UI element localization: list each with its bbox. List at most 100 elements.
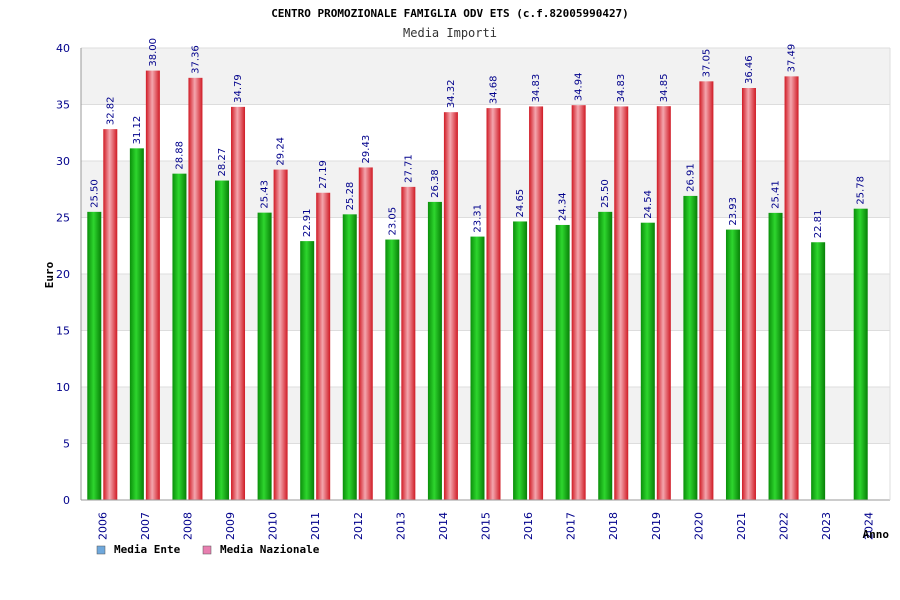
bars (87, 70, 868, 501)
x-tick-label: 2011 (309, 512, 322, 540)
y-tick-label: 35 (56, 99, 70, 112)
x-axis-label: Anno (863, 528, 890, 541)
value-label: 26.91 (685, 163, 696, 192)
chart-title: CENTRO PROMOZIONALE FAMIGLIA ODV ETS (c.… (271, 7, 629, 20)
x-tick-label: 2007 (139, 512, 152, 540)
value-label: 37.49 (787, 44, 798, 73)
x-axis-ticks: 2006 2007 2008 2009 2010 2011 2012 2013 2014 2015… (96, 512, 875, 540)
value-label: 34.94 (574, 73, 585, 102)
y-tick-label: 40 (56, 42, 70, 55)
bar-media-nazionale-2018 (614, 106, 629, 501)
value-label: 24.65 (515, 189, 526, 218)
bar-media-nazionale-2017 (571, 105, 586, 500)
value-label: 28.27 (217, 148, 228, 177)
value-label: 22.81 (813, 210, 824, 239)
legend: Media Ente Media Nazionale (96, 543, 320, 556)
legend-label: Media Nazionale (220, 543, 320, 556)
x-tick-label: 2021 (735, 512, 748, 540)
value-label: 34.85 (659, 74, 670, 103)
bar-media-ente-2015 (470, 236, 485, 501)
value-label: 31.12 (132, 116, 143, 145)
chart-subtitle: Media Importi (403, 26, 497, 40)
y-tick-label: 30 (56, 155, 70, 168)
x-tick-label: 2022 (778, 512, 791, 540)
value-labels: 25.50 32.82 31.12 38.00 28.88 37.36 28.27 34.79… (89, 38, 866, 238)
value-label: 25.28 (345, 182, 356, 211)
bar-media-nazionale-2016 (529, 106, 544, 501)
bar-media-ente-2010 (257, 212, 272, 501)
value-label: 34.32 (446, 80, 457, 109)
bar-media-ente-2016 (513, 221, 528, 500)
bar-media-nazionale-2007 (145, 70, 160, 500)
x-tick-label: 2020 (692, 512, 705, 540)
value-label: 25.50 (600, 179, 611, 208)
value-label: 29.43 (361, 135, 372, 164)
bar-media-ente-2014 (427, 201, 442, 500)
x-tick-label: 2018 (607, 512, 620, 540)
value-label: 24.34 (558, 192, 569, 221)
bar-media-nazionale-2012 (358, 167, 373, 501)
value-label: 23.31 (473, 204, 484, 233)
value-label: 37.05 (701, 49, 712, 78)
value-label: 34.83 (531, 74, 542, 103)
value-label: 34.68 (489, 75, 500, 104)
y-axis-label: Euro (43, 261, 56, 288)
value-label: 34.83 (616, 74, 627, 103)
bar-media-ente-2017 (555, 224, 570, 500)
x-tick-label: 2006 (96, 512, 109, 540)
value-label: 28.88 (174, 141, 185, 170)
bar-media-ente-2023 (811, 242, 826, 500)
x-tick-label: 2010 (267, 512, 280, 540)
x-tick-label: 2008 (181, 512, 194, 540)
x-tick-label: 2016 (522, 512, 535, 540)
value-label: 22.91 (302, 208, 313, 237)
x-tick-label: 2023 (820, 512, 833, 540)
x-tick-label: 2012 (352, 512, 365, 540)
bar-media-nazionale-2015 (486, 108, 501, 500)
value-label: 23.05 (387, 207, 398, 236)
bar-media-ente-2019 (640, 222, 655, 500)
bar-media-ente-2006 (87, 211, 102, 500)
bar-media-ente-2012 (342, 214, 357, 500)
bar-media-ente-2020 (683, 195, 698, 501)
y-axis-ticks: 0 5 10 15 20 25 30 35 40 (56, 42, 70, 507)
bar-media-nazionale-2013 (401, 186, 416, 500)
value-label: 25.78 (856, 176, 867, 205)
value-label: 29.24 (276, 137, 287, 166)
y-tick-label: 20 (56, 268, 70, 281)
y-tick-label: 0 (63, 494, 70, 507)
x-tick-label: 2024 (863, 512, 876, 540)
value-label: 26.38 (430, 169, 441, 198)
value-label: 34.79 (233, 74, 244, 103)
y-tick-label: 25 (56, 212, 70, 225)
bar-media-ente-2007 (129, 148, 144, 500)
bar-media-nazionale-2008 (188, 77, 203, 500)
legend-label: Media Ente (114, 543, 181, 556)
y-tick-label: 15 (56, 325, 70, 338)
bar-media-ente-2018 (598, 211, 613, 500)
value-label: 36.46 (744, 55, 755, 84)
bar-media-nazionale-2006 (103, 129, 118, 500)
value-label: 27.71 (403, 154, 414, 183)
bar-media-nazionale-2021 (741, 88, 756, 500)
bar-media-ente-2021 (725, 229, 740, 500)
bar-media-nazionale-2010 (273, 169, 288, 500)
bar-media-ente-2022 (768, 212, 783, 500)
legend-swatch (202, 545, 212, 555)
bar-media-ente-2024 (853, 208, 868, 500)
bar-media-ente-2013 (385, 239, 400, 500)
bar-media-nazionale-2011 (316, 192, 331, 501)
x-tick-label: 2017 (565, 512, 578, 540)
value-label: 38.00 (148, 38, 159, 67)
bar-media-ente-2009 (215, 180, 230, 500)
bar-media-nazionale-2022 (784, 76, 799, 500)
bar-media-nazionale-2020 (699, 81, 714, 501)
value-label: 24.54 (643, 190, 654, 219)
x-tick-label: 2009 (224, 512, 237, 540)
value-label: 32.82 (105, 96, 116, 125)
value-label: 27.19 (318, 160, 329, 189)
x-tick-label: 2015 (480, 512, 493, 540)
x-tick-label: 2019 (650, 512, 663, 540)
bar-media-nazionale-2009 (231, 106, 246, 501)
